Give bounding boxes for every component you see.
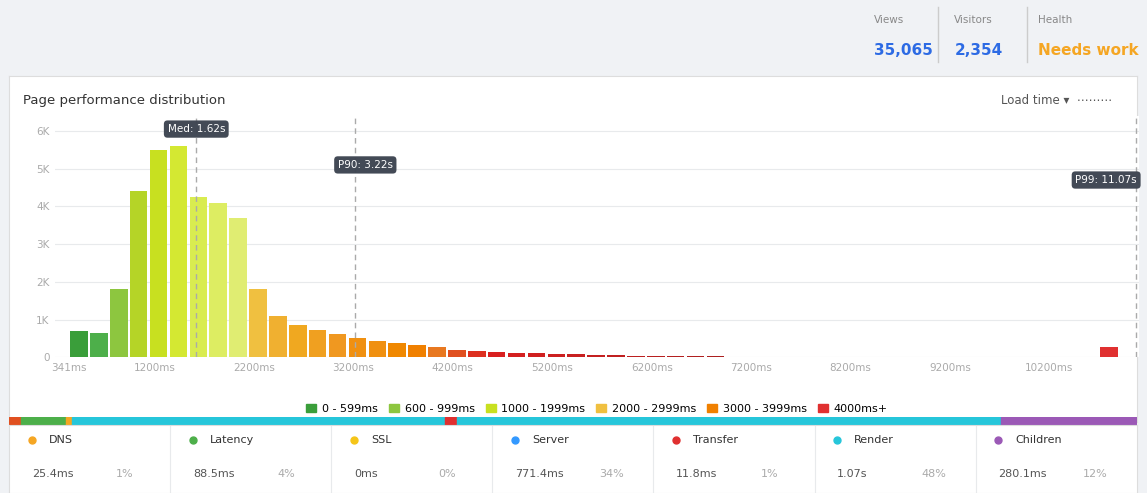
Bar <box>607 355 625 357</box>
Text: 12%: 12% <box>1083 469 1108 479</box>
Bar <box>349 338 366 357</box>
Bar <box>329 334 346 357</box>
Text: Views: Views <box>874 15 904 25</box>
Bar <box>687 356 704 357</box>
Bar <box>65 417 71 425</box>
Bar <box>368 341 387 357</box>
Text: 25.4ms: 25.4ms <box>32 469 73 479</box>
Text: 0ms: 0ms <box>354 469 377 479</box>
Bar <box>130 191 148 357</box>
Text: 771.4ms: 771.4ms <box>515 469 563 479</box>
Bar <box>91 333 108 357</box>
Text: DNS: DNS <box>48 435 72 445</box>
Bar <box>587 355 604 357</box>
Text: 2,354: 2,354 <box>954 43 1002 58</box>
Text: Transfer: Transfer <box>693 435 738 445</box>
Text: 0%: 0% <box>438 469 457 479</box>
Text: 48%: 48% <box>922 469 946 479</box>
Text: P90: 3.22s: P90: 3.22s <box>338 160 392 170</box>
Text: 11.8ms: 11.8ms <box>676 469 717 479</box>
Text: 34%: 34% <box>600 469 624 479</box>
Bar <box>457 417 1000 425</box>
Bar <box>445 417 457 425</box>
Bar <box>70 331 88 357</box>
Bar <box>249 289 267 357</box>
Bar <box>508 352 525 357</box>
Bar <box>747 356 764 357</box>
Bar <box>487 352 506 357</box>
Bar <box>170 146 187 357</box>
Text: 1%: 1% <box>116 469 134 479</box>
Bar <box>666 356 685 357</box>
Bar <box>270 316 287 357</box>
Bar <box>627 355 645 357</box>
Text: Latency: Latency <box>210 435 253 445</box>
Bar <box>150 150 167 357</box>
Bar <box>1100 347 1118 357</box>
Text: Render: Render <box>855 435 894 445</box>
Bar <box>9 417 21 425</box>
Bar <box>210 203 227 357</box>
Bar <box>528 353 545 357</box>
Bar <box>408 345 426 357</box>
Text: 280.1ms: 280.1ms <box>998 469 1047 479</box>
Bar <box>647 356 664 357</box>
Bar <box>1000 417 1137 425</box>
Text: Needs work: Needs work <box>1038 43 1139 58</box>
Text: Page performance distribution: Page performance distribution <box>23 94 225 106</box>
Text: 1%: 1% <box>760 469 778 479</box>
Text: Health: Health <box>1038 15 1072 25</box>
Text: P99: 11.07s: P99: 11.07s <box>1076 175 1137 185</box>
Legend: 0 - 599ms, 600 - 999ms, 1000 - 1999ms, 2000 - 2999ms, 3000 - 3999ms, 4000ms+: 0 - 599ms, 600 - 999ms, 1000 - 1999ms, 2… <box>302 399 892 418</box>
Bar <box>289 325 306 357</box>
Bar <box>71 417 445 425</box>
Bar <box>428 347 446 357</box>
Bar <box>189 197 208 357</box>
Text: 35,065: 35,065 <box>874 43 933 58</box>
Text: SSL: SSL <box>370 435 391 445</box>
Bar <box>229 218 247 357</box>
Text: Children: Children <box>1015 435 1062 445</box>
Bar <box>21 417 65 425</box>
Bar <box>707 356 724 357</box>
Text: Med: 1.62s: Med: 1.62s <box>167 124 225 134</box>
Bar <box>448 350 466 357</box>
Bar <box>547 354 565 357</box>
Bar <box>468 351 485 357</box>
Text: 1.07s: 1.07s <box>837 469 867 479</box>
Text: 4%: 4% <box>278 469 295 479</box>
Bar <box>110 289 127 357</box>
Text: Visitors: Visitors <box>954 15 993 25</box>
Text: Server: Server <box>532 435 569 445</box>
Text: 88.5ms: 88.5ms <box>193 469 234 479</box>
Bar <box>568 354 585 357</box>
Bar <box>309 330 327 357</box>
Text: Load time ▾  ⋯⋯⋯: Load time ▾ ⋯⋯⋯ <box>1000 94 1111 106</box>
Bar <box>726 356 744 357</box>
Bar <box>389 343 406 357</box>
